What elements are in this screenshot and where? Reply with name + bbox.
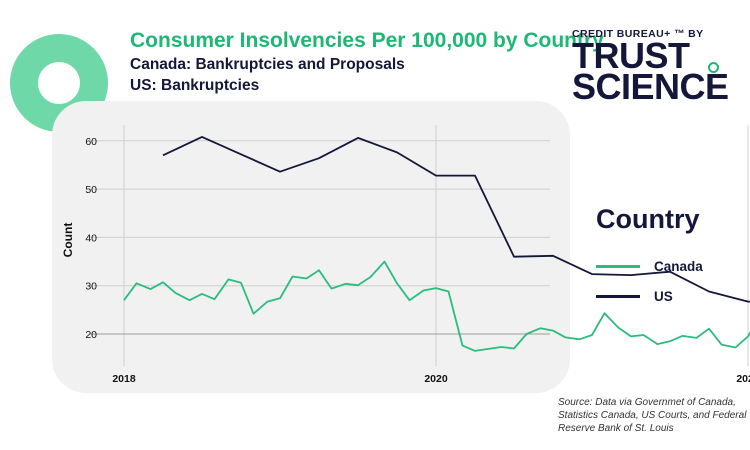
chart-card	[52, 101, 570, 393]
logo-word-trust: TRUST	[572, 35, 690, 76]
series-line-canada	[123, 260, 750, 352]
source-note: Source: Data via Governmet of Canada, St…	[558, 397, 747, 434]
y-tick-label: 40	[85, 232, 97, 244]
chart-header: Consumer Insolvencies Per 100,000 by Cou…	[130, 28, 604, 96]
legend-label-canada: Canada	[654, 258, 703, 274]
series-line-us	[162, 135, 750, 303]
axis-label-layer: 20 30 40 50 60 2018 2020 2022	[85, 136, 750, 385]
legend-item-canada: Canada	[596, 251, 703, 281]
y-axis-label: Count	[61, 223, 75, 258]
chart-title: Consumer Insolvencies Per 100,000 by Cou…	[130, 29, 604, 52]
chart-subtitle-us: US: Bankruptcies	[130, 77, 260, 94]
logo-tagline: CREDIT BUREAU+ ™ BY	[572, 28, 704, 40]
x-tick-label: 2018	[112, 373, 136, 385]
logo-dot-icon	[708, 62, 719, 73]
trust-science-logo: CREDIT BUREAU+ ™ BY TRUST SCIENCE	[572, 28, 729, 107]
x-tick-label: 2022	[736, 373, 750, 385]
y-tick-label: 30	[85, 281, 97, 293]
y-tick-label: 60	[85, 136, 97, 148]
y-tick-label: 50	[85, 184, 97, 196]
legend-item-us: US	[596, 281, 703, 311]
legend-swatch-canada	[596, 264, 640, 268]
chart-subtitle-canada: Canada: Bankruptcies and Proposals	[130, 56, 405, 73]
y-tick-label: 20	[85, 329, 97, 341]
series-layer	[123, 135, 750, 352]
legend-label-us: US	[654, 288, 673, 304]
x-tick-label: 2020	[424, 373, 448, 385]
chart-legend: Country Canada US	[596, 204, 703, 311]
logo-word-science: SCIENCE	[572, 66, 729, 107]
legend-swatch-us	[596, 294, 640, 298]
legend-title: Country	[596, 204, 700, 234]
